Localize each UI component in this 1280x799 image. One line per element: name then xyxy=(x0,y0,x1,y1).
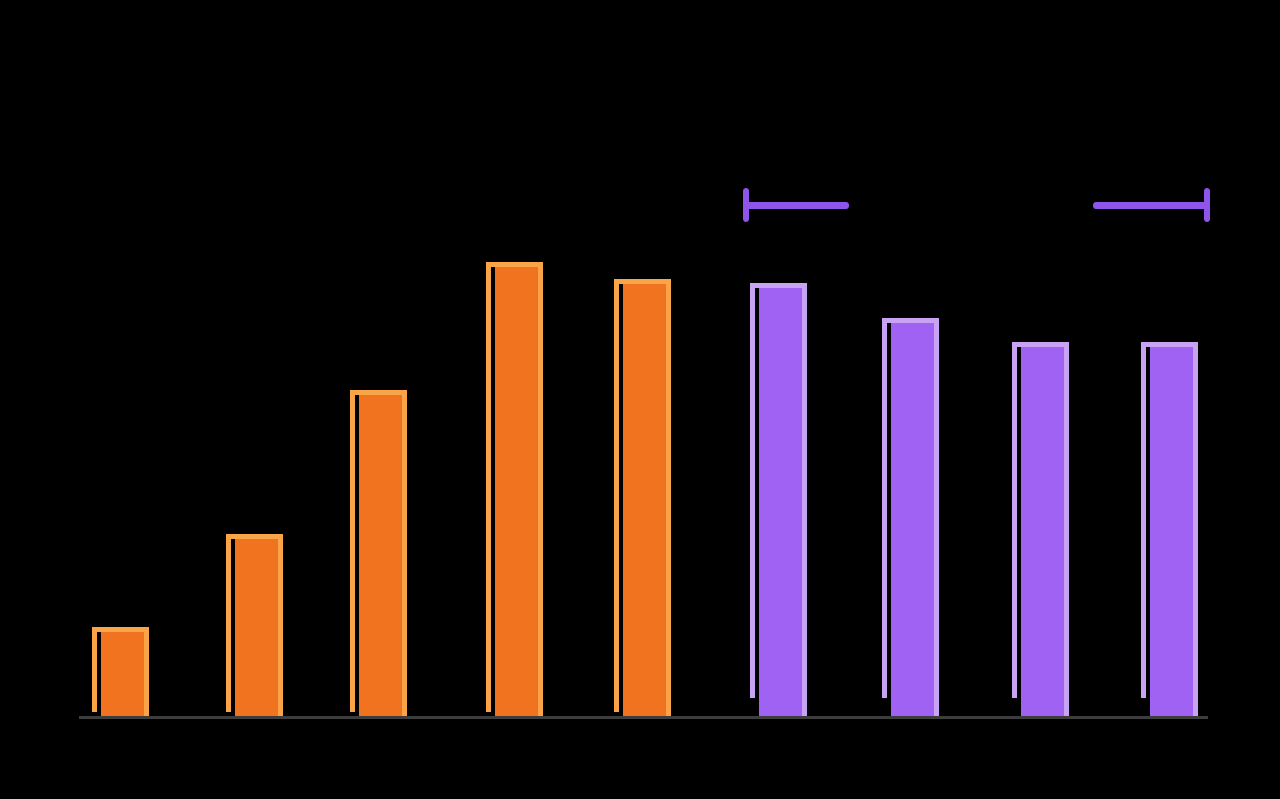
bar-fill xyxy=(1150,347,1198,718)
bar-fill xyxy=(1021,347,1069,718)
bar-orange xyxy=(486,262,543,718)
bar-purple xyxy=(750,283,807,718)
bar-orange xyxy=(614,279,671,718)
bar-orange xyxy=(350,390,407,718)
significance-bracket-tick xyxy=(743,188,749,222)
bar-orange xyxy=(92,627,149,718)
significance-bracket-segment xyxy=(1093,202,1208,209)
significance-bracket-tick xyxy=(1204,188,1210,222)
bar-fill xyxy=(359,395,407,718)
bar-purple xyxy=(1141,342,1198,718)
bar-purple xyxy=(1012,342,1069,718)
bar-orange xyxy=(226,534,283,718)
x-axis-line xyxy=(79,716,1208,719)
bar-fill xyxy=(891,323,939,718)
bar-fill xyxy=(495,267,543,718)
bar-fill xyxy=(759,288,807,718)
bar-purple xyxy=(882,318,939,718)
bar-fill xyxy=(101,632,149,718)
significance-bracket-segment xyxy=(743,202,849,209)
bar-fill xyxy=(623,284,671,718)
bar-fill xyxy=(235,539,283,718)
